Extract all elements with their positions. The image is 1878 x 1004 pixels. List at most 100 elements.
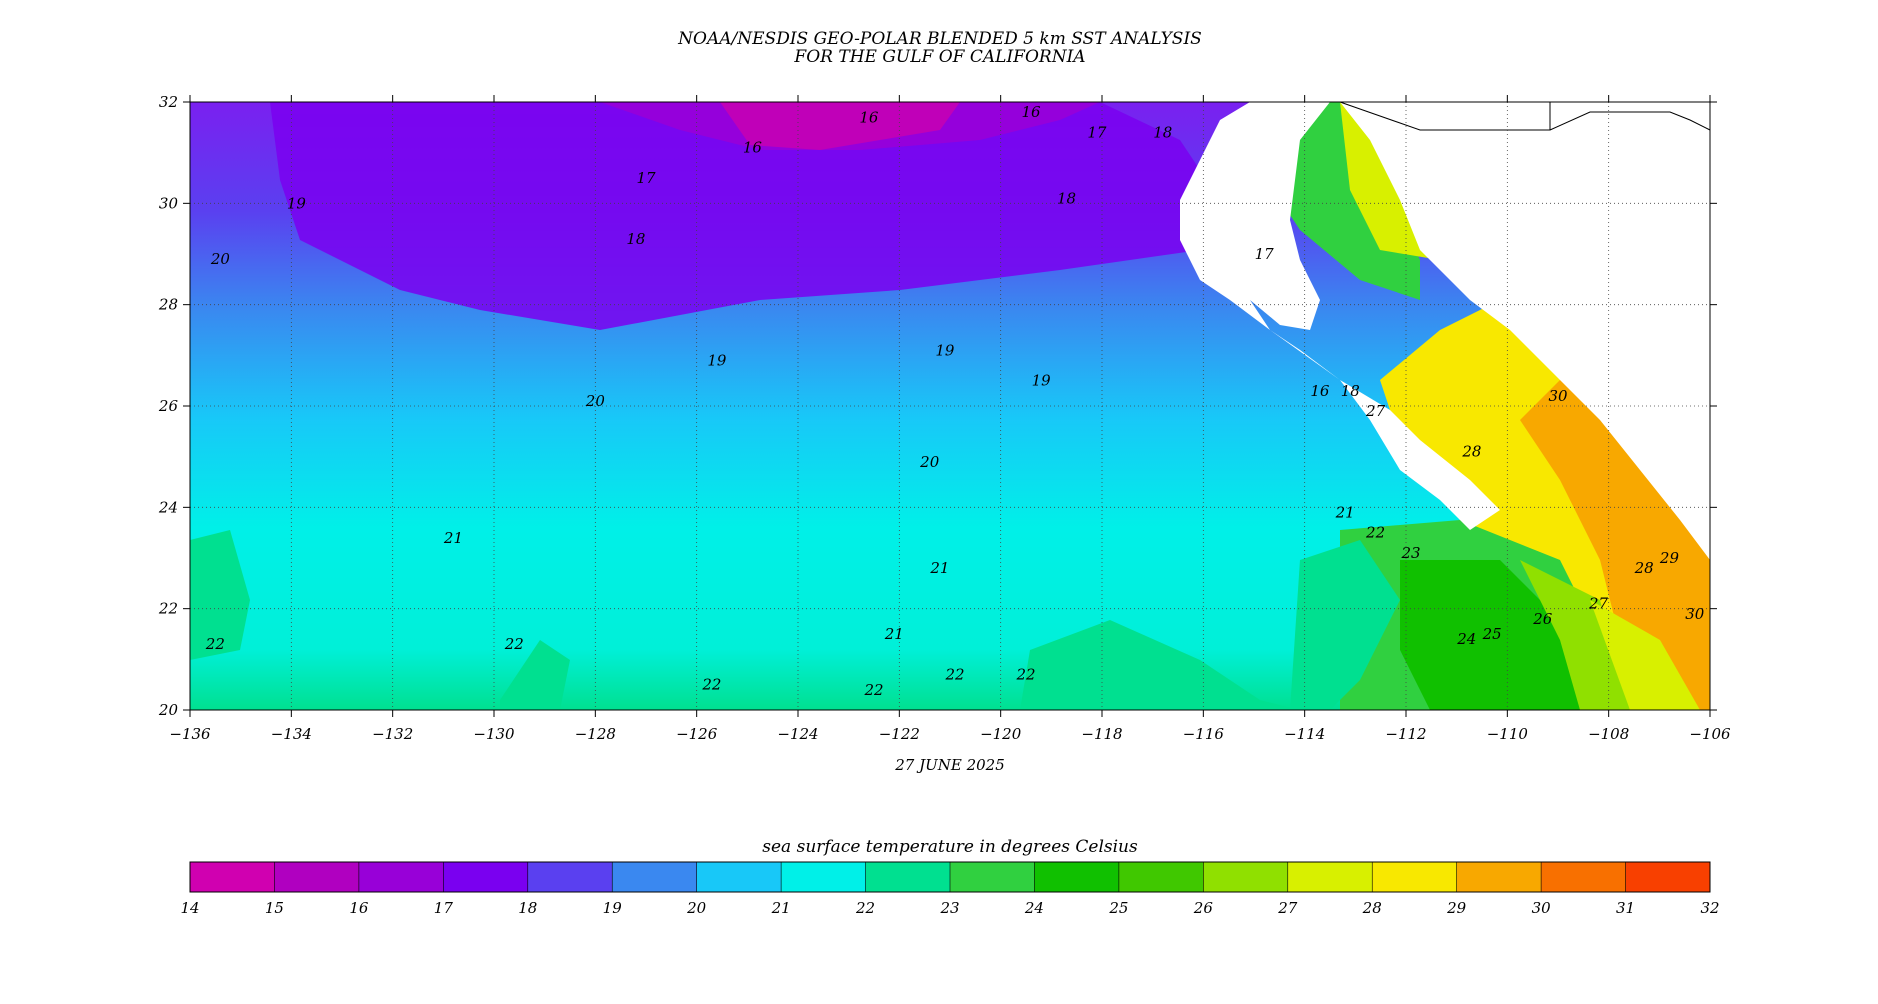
- x-tick-label: −136: [169, 725, 211, 743]
- contour-label: 27: [1365, 402, 1386, 420]
- contour-label: 20: [919, 453, 940, 471]
- x-tick-label: −134: [271, 725, 312, 743]
- colorbar-swatch: [612, 862, 698, 892]
- y-tick-label: 28: [158, 296, 178, 314]
- y-tick-label: 26: [158, 397, 179, 415]
- contour-label: 26: [1532, 610, 1553, 628]
- x-tick-label: −128: [575, 725, 616, 743]
- colorbar-swatch: [443, 862, 529, 892]
- contour-label: 23: [1401, 544, 1421, 562]
- contour-label: 22: [1015, 666, 1035, 684]
- colorbar-swatch: [1625, 862, 1711, 892]
- contour-label: 22: [701, 676, 721, 694]
- contour-label: 21: [929, 559, 949, 577]
- contour-label: 24: [1456, 630, 1476, 648]
- colorbar-swatch: [1118, 862, 1204, 892]
- colorbar-tick-label: 27: [1277, 899, 1298, 917]
- y-tick-label: 22: [158, 600, 178, 618]
- x-tick-label: −106: [1689, 725, 1731, 743]
- contour-label: 22: [863, 681, 883, 699]
- colorbar-swatch: [1203, 862, 1289, 892]
- contour-label: 17: [1087, 123, 1107, 141]
- colorbar-tick-label: 14: [180, 899, 199, 917]
- x-tick-label: −112: [1385, 725, 1426, 743]
- colorbar-swatch: [1034, 862, 1120, 892]
- contour-label: 28: [1461, 443, 1481, 461]
- contour-label: 20: [585, 392, 606, 410]
- contour-label: 17: [636, 169, 656, 187]
- contour-label: 16: [859, 108, 879, 126]
- contour-labels: 16 16 16 17 18 17 18 18 19 20 17 19 19 19 20 20 16 18 21 21…: [205, 103, 1705, 699]
- contour-label: 21: [443, 529, 463, 547]
- colorbar-tick-label: 15: [265, 899, 284, 917]
- x-tick-label: −122: [879, 725, 920, 743]
- colorbar-tick-label: 20: [686, 899, 707, 917]
- colorbar-tick-label: 31: [1616, 899, 1635, 917]
- contour-label: 22: [945, 666, 965, 684]
- contour-label: 30: [1548, 387, 1568, 405]
- y-tick-label: 24: [158, 498, 178, 516]
- land-mainland-mexico: [1340, 102, 1710, 560]
- colorbar-swatch: [190, 862, 275, 892]
- colorbar-tick-label: 21: [771, 899, 791, 917]
- colorbar-tick-label: 17: [434, 899, 454, 917]
- colorbar-label: sea surface temperature in degrees Celsi…: [762, 837, 1138, 857]
- contour-label: 20: [210, 250, 231, 268]
- title-line-1: NOAA/NESDIS GEO-POLAR BLENDED 5 km SST A…: [677, 29, 1202, 49]
- x-tick-label: −108: [1588, 725, 1629, 743]
- colorbar-swatch: [527, 862, 613, 892]
- x-tick-label: −126: [676, 725, 718, 743]
- contour-label: 18: [1153, 123, 1172, 141]
- plot-frame: [189, 101, 1711, 711]
- colorbar-tick-label: 22: [855, 899, 875, 917]
- contour-label: 18: [1341, 382, 1360, 400]
- x-tick-label: −118: [1081, 725, 1122, 743]
- colorbar: [189, 861, 1711, 893]
- land-baja-california: [1180, 102, 1500, 530]
- contour-label: 19: [707, 351, 727, 369]
- x-axis-ticks: −136 −134 −132 −130 −128 −126 −124 −122 −120 −118…: [169, 95, 1731, 743]
- colorbar-swatch: [1456, 862, 1542, 892]
- contour-label: 28: [1634, 559, 1654, 577]
- x-tick-label: −114: [1284, 725, 1325, 743]
- colorbar-tick-label: 32: [1700, 899, 1719, 917]
- contour-label: 29: [1659, 549, 1680, 567]
- colorbar-swatch: [950, 862, 1035, 892]
- border-line: [1339, 101, 1711, 131]
- colorbar-tick-label: 24: [1024, 899, 1044, 917]
- colorbar-swatch: [358, 862, 444, 892]
- contour-label: 19: [935, 341, 955, 359]
- title-line-2: FOR THE GULF OF CALIFORNIA: [793, 47, 1085, 67]
- contour-label: 21: [884, 625, 904, 643]
- colorbar-ticks: 14 15 16 17 18 19 20 21 22 23 24 25 26 27 28 29 30 31 32: [180, 862, 1720, 917]
- colorbar-swatch: [696, 862, 782, 892]
- contour-label: 22: [1365, 524, 1385, 542]
- colorbar-swatch: [865, 862, 951, 892]
- contour-label: 19: [287, 194, 307, 212]
- colorbar-swatch: [1372, 862, 1458, 892]
- x-tick-label: −130: [473, 725, 515, 743]
- colorbar-swatch: [781, 862, 867, 892]
- colorbar-tick-label: 29: [1446, 899, 1467, 917]
- contour-label: 22: [504, 635, 524, 653]
- contour-label: 27: [1588, 595, 1609, 613]
- contour-label: 16: [743, 139, 763, 157]
- colorbar-tick-label: 19: [603, 899, 623, 917]
- contour-label: 18: [1057, 189, 1076, 207]
- colorbar-tick-label: 16: [349, 899, 369, 917]
- contour-label: 18: [626, 230, 645, 248]
- x-tick-label: −120: [980, 725, 1022, 743]
- colorbar-tick-label: 18: [518, 899, 537, 917]
- x-tick-label: −110: [1487, 725, 1529, 743]
- colorbar-tick-label: 30: [1532, 899, 1552, 917]
- gridlines: [190, 102, 1710, 710]
- colorbar-swatch: [274, 862, 360, 892]
- contour-label: 16: [1310, 382, 1330, 400]
- x-tick-label: −116: [1183, 725, 1225, 743]
- date-label: 27 JUNE 2025: [894, 756, 1005, 774]
- x-tick-label: −124: [777, 725, 818, 743]
- colorbar-tick-label: 25: [1108, 899, 1128, 917]
- contour-label: 30: [1685, 605, 1705, 623]
- contour-label: 21: [1335, 503, 1355, 521]
